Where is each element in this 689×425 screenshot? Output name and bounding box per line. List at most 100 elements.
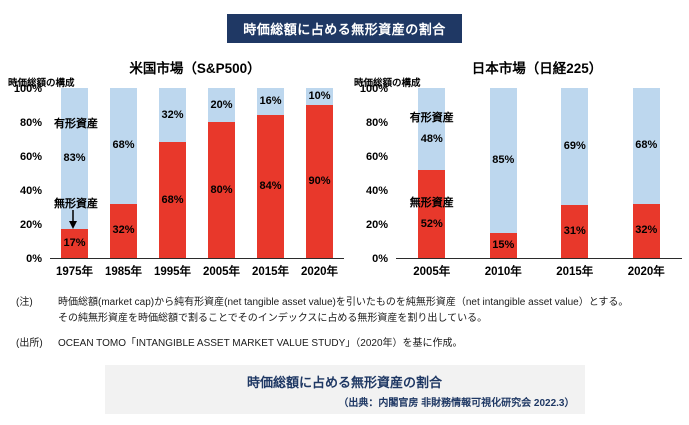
y-tick-label: 80% [19,117,42,129]
intangible-segment: 無形資産 52% [410,169,454,258]
y-tick-label: 60% [365,151,388,163]
y-tick-label: 20% [365,219,388,231]
y-tick-label: 0% [372,253,388,265]
chart-title: 米国市場（S&P500） [129,61,261,76]
x-tick-label: 2015年 [556,266,594,278]
note-row: (注) 時価総額(market cap)から純有形資産(net tangible… [16,295,673,326]
data-label: 20% [210,98,233,111]
bars: 83% 17% 68% 32% 32% 68% 20% 80% 16% 84% 10% 90% [50,88,344,258]
x-tick-label: 2010年 [484,266,522,278]
x-tick-label: 2020年 [627,266,665,278]
annotation-tangible-label: 有形資産 [54,118,98,130]
chart-header: 時価総額の構成 日本市場（日経225） [352,55,682,89]
caption-source: （出典：内閣官房 非財務情報可視化研究会 2022.3） [338,397,575,409]
y-tick-label: 100% [13,83,42,95]
tangible-segment: 85% [489,88,517,233]
x-tick-label: 1985年 [104,266,143,278]
notes-section: (注) 時価総額(market cap)から純有形資産(net tangible… [0,295,689,352]
caption-title: 時価総額に占める無形資産の割合 [246,374,442,390]
intangible-segment: 32% [632,203,660,258]
x-axis: 2005年 2010年 2015年 2020年 [396,263,682,279]
x-tick-label: 2005年 [202,266,241,278]
bar-column-2015年: 16% 84% [246,88,295,258]
x-tick-label: 2015年 [251,266,290,278]
x-tick-label: 1995年 [153,266,192,278]
bar-column-1975年: 83% 17% [50,88,99,258]
data-label: 15% [492,238,515,251]
header: 時価総額に占める無形資産の割合 [0,14,689,43]
tangible-segment: 16% [257,88,284,116]
bar-column-2020年: 10% 90% [295,88,344,258]
y-axis-title: 時価総額の構成 [8,78,75,89]
stacked-bar: 69% 31% [561,88,589,258]
stacked-bar: 85% 15% [489,88,517,258]
data-label: 90% [308,175,331,187]
bar-column-1985年: 68% 32% [99,88,148,258]
x-tick-label: 2005年 [413,266,451,278]
tangible-segment: 68% [632,88,660,204]
data-label: 52% [420,217,443,230]
tangible-segment: 20% [208,88,235,122]
note-text: 時価総額(market cap)から純有形資産(net tangible ass… [58,295,673,326]
data-label: 32% [635,224,658,237]
tangible-segment: 68% [110,88,137,204]
data-label: 84% [259,180,282,193]
y-tick-label: 40% [365,185,388,197]
plot-area: 有形資産 48% 無形資産 52% 85% 15% 69% 31% 68% 32% [396,88,683,259]
tangible-segment: 69% [561,88,589,206]
y-tick-label: 60% [19,151,42,163]
stacked-bar: 10% 90% [306,88,333,258]
stacked-bar: 16% 84% [257,88,284,258]
source-text: OCEAN TOMO「INTANGIBLE ASSET MARKET VALUE… [58,338,463,349]
annotation-intangible-label: 無形資産 [54,198,98,210]
stacked-bar: 68% 32% [110,88,137,258]
data-label: 68% [161,193,184,206]
charts-row: 時価総額の構成 米国市場（S&P500） 100% 80% 60% 40% 20% 0% … [0,55,689,279]
data-label: 85% [492,153,515,166]
bar-column-2020年: 68% 32% [611,88,683,258]
data-label: 32% [161,108,184,121]
x-tick-label: 2020年 [300,266,339,278]
y-tick-label: 40% [19,185,42,197]
x-axis: 1975年 1985年 1995年 2005年 2015年 2020年 [50,263,344,279]
chart-us-market: 時価総額の構成 米国市場（S&P500） 100% 80% 60% 40% 20% 0% … [6,55,344,279]
bar-column-2005年: 有形資産 48% 無形資産 52% [396,88,468,258]
y-tick-label: 80% [365,117,388,129]
chart-title: 日本市場（日経225） [471,61,603,76]
data-label: 68% [112,139,135,152]
tangible-segment: 有形資産 48% [410,88,454,170]
data-label: 10% [308,90,331,102]
bars: 有形資産 48% 無形資産 52% 85% 15% 69% 31% 68% 32% [396,88,683,258]
note-label: (注) [16,297,33,308]
y-axis: 100% 80% 60% 40% 20% 0% [6,83,50,265]
source-label: (出所) [16,338,43,349]
intangible-segment: 80% [208,122,235,258]
data-label: 83% [63,152,86,165]
caption-box: 時価総額に占める無形資産の割合 （出典：内閣官房 非財務情報可視化研究会 202… [104,364,585,414]
intangible-segment: 90% [306,105,333,258]
intangible-segment: 68% [159,142,186,258]
bar-column-2005年: 20% 80% [197,88,246,258]
data-label: 31% [563,225,586,238]
series-name-label: 有形資産 [409,111,454,124]
intangible-segment: 32% [110,203,137,258]
data-label: 16% [259,95,282,108]
tangible-segment: 10% [306,88,333,105]
y-axis: 100% 80% 60% 40% 20% 0% [352,83,396,265]
chart-japan-market: 時価総額の構成 日本市場（日経225） 100% 80% 60% 40% 20% 0% 有… [352,55,682,279]
data-label: 80% [210,183,233,196]
plot-row: 100% 80% 60% 40% 20% 0% 83% 17% 68% 32% 32% 68% 20%… [6,83,344,265]
bar-column-2015年: 69% 31% [539,88,611,258]
data-label: 48% [420,132,443,145]
source-row: (出所) OCEAN TOMO「INTANGIBLE ASSET MARKET … [16,336,673,352]
down-arrow-icon [69,210,77,229]
chart-header: 時価総額の構成 米国市場（S&P500） [6,55,344,89]
plot-area: 83% 17% 68% 32% 32% 68% 20% 80% 16% 84% 10% 90% 有形資… [50,88,344,259]
series-name-label: 無形資産 [409,196,454,209]
intangible-segment: 84% [257,115,284,258]
y-axis-title: 時価総額の構成 [354,78,421,89]
stacked-bar: 有形資産 48% 無形資産 52% [410,88,454,258]
stacked-bar: 83% 17% [61,88,88,258]
note-line-2: その純無形資産を時価総額で割ることでそのインデックスに占める無形資産を割り出して… [58,312,488,324]
page-title: 時価総額に占める無形資産の割合 [227,14,462,43]
